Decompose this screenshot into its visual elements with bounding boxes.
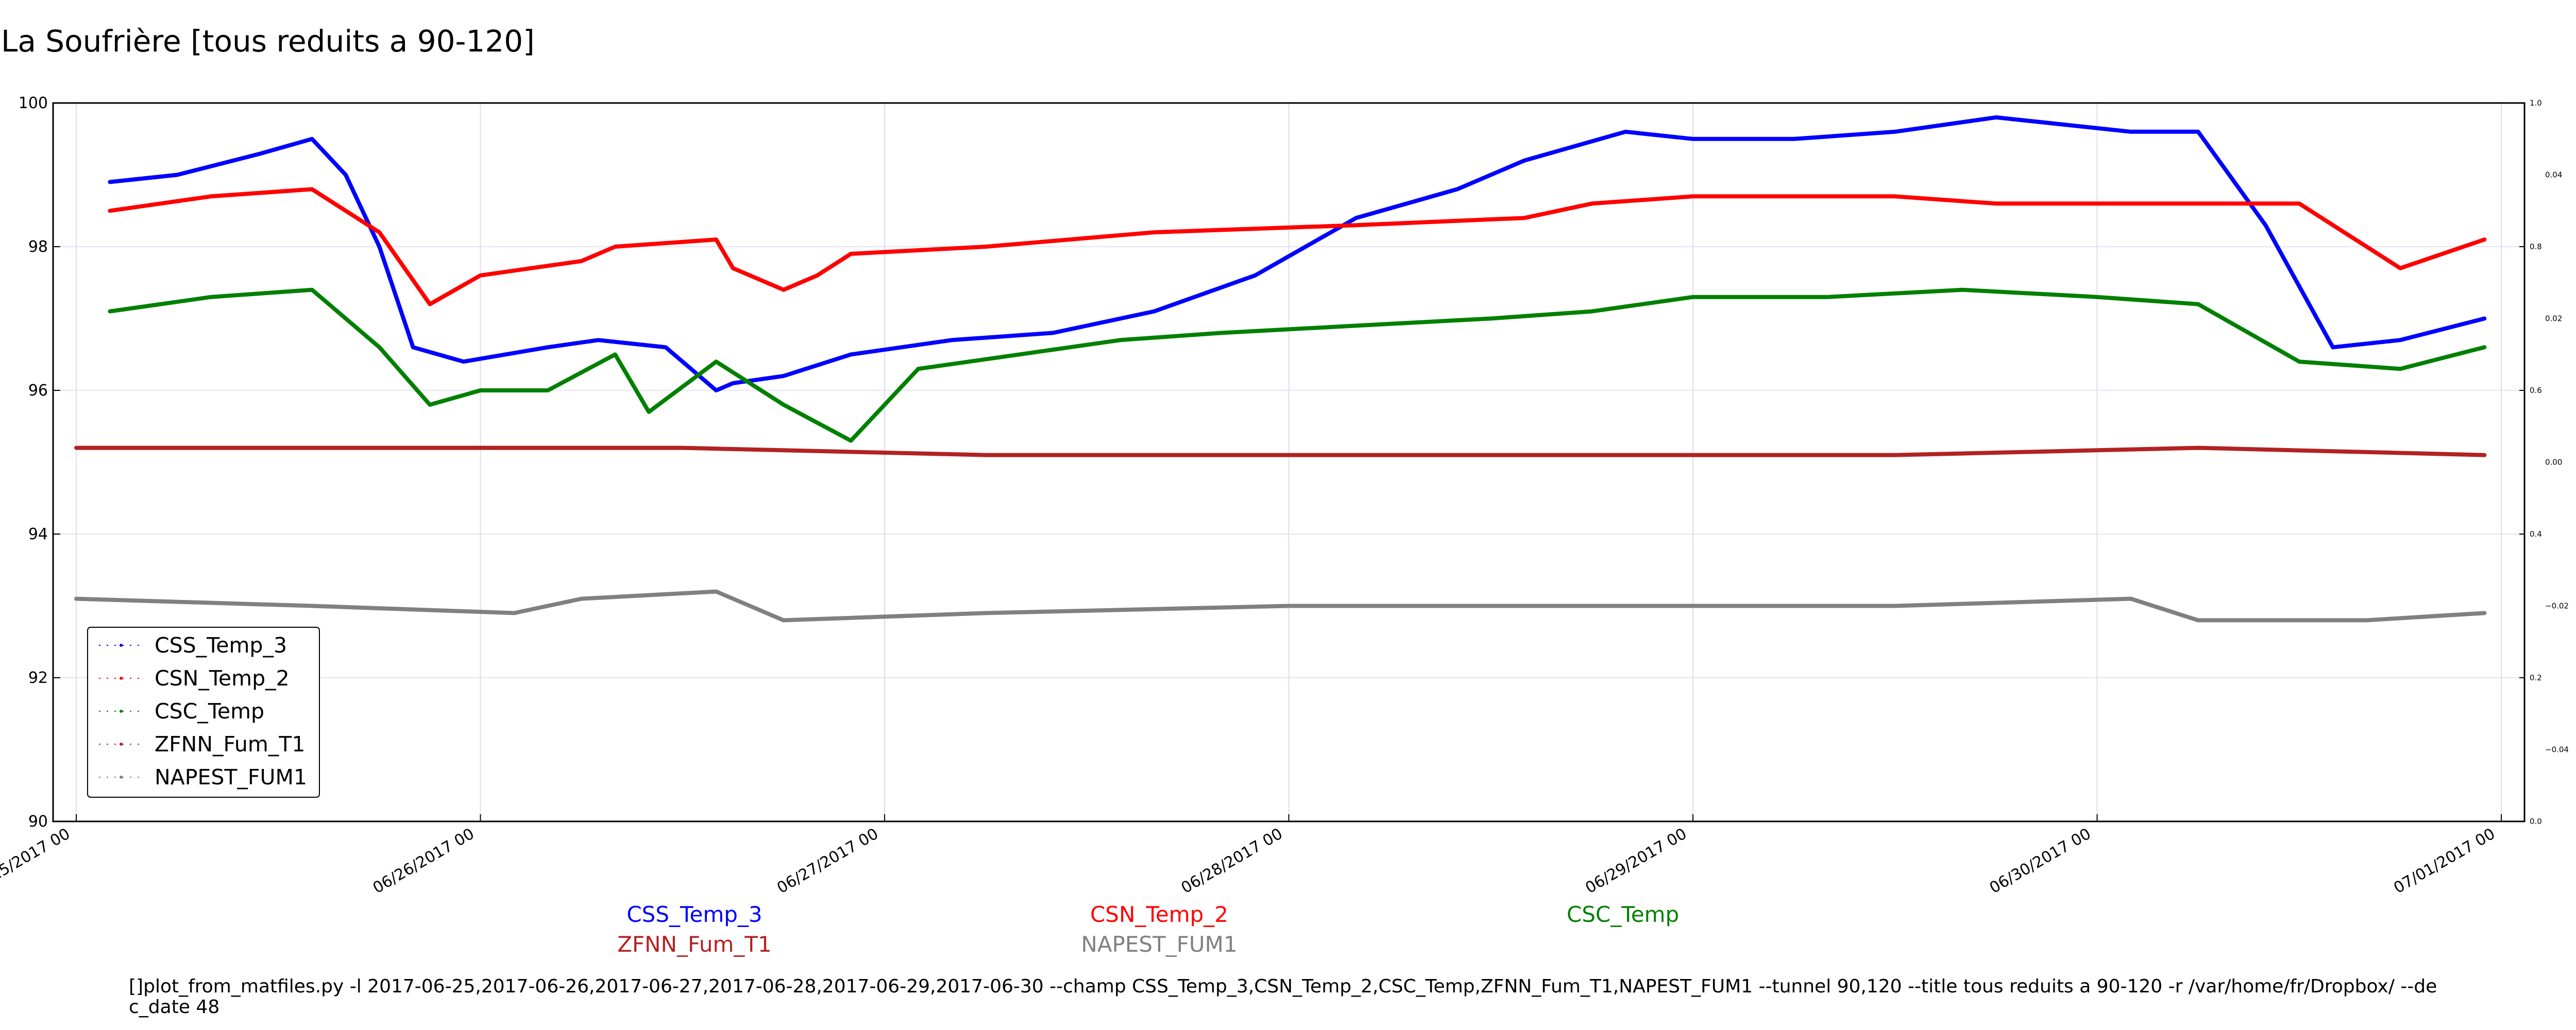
x-tick-label: 06/25/2017 00 bbox=[0, 825, 73, 898]
right-tick-label: 1.0 bbox=[2530, 98, 2542, 108]
right-tick-label: 0.4 bbox=[2530, 529, 2542, 539]
legend-marker bbox=[120, 677, 123, 680]
x-tick-label: 06/26/2017 00 bbox=[370, 825, 478, 898]
legend-marker bbox=[120, 644, 123, 647]
bottom-labels: CSS_Temp_3 CSN_Temp_2 CSC_Temp ZFNN_Fum_T1 N… bbox=[617, 902, 1679, 957]
series-layer bbox=[74, 115, 2487, 623]
right-axis: 0.0 0.2 0.4 0.6 0.8 1.0 −0.04 −0.02 0.00 0.02 0.04 bbox=[2519, 98, 2569, 826]
y-tick-label: 98 bbox=[28, 238, 48, 256]
right-tick-label: 0.8 bbox=[2530, 242, 2542, 251]
bottom-label-csn-temp-2: CSN_Temp_2 bbox=[1090, 902, 1228, 927]
y-tick-label: 96 bbox=[28, 382, 48, 400]
x-tick-label: 06/30/2017 00 bbox=[1987, 825, 2094, 898]
y-tick-label: 92 bbox=[28, 669, 48, 687]
command-line-text: []plot_from_matfiles.py -l 2017-06-25,20… bbox=[129, 976, 2437, 1018]
bottom-label-css-temp-3: CSS_Temp_3 bbox=[626, 902, 762, 927]
right-tick-label-outer: −0.04 bbox=[2545, 745, 2569, 754]
right-tick-label: 0.0 bbox=[2530, 817, 2542, 826]
x-axis: 06/25/2017 00 06/26/2017 00 06/27/2017 00 0… bbox=[0, 814, 2502, 898]
legend-label: CSS_Temp_3 bbox=[155, 633, 287, 658]
bottom-label-csc-temp: CSC_Temp bbox=[1567, 902, 1679, 927]
series-line-napest-fum1 bbox=[74, 589, 2487, 623]
legend-label: CSN_Temp_2 bbox=[155, 666, 290, 691]
series-line-csc-temp bbox=[108, 287, 2487, 443]
grid bbox=[53, 102, 2524, 822]
series-line-csn-temp-2 bbox=[108, 187, 2487, 306]
x-tick-label: 06/28/2017 00 bbox=[1178, 825, 1286, 898]
legend-marker bbox=[120, 710, 123, 713]
legend-marker bbox=[120, 743, 123, 746]
legend-label: NAPEST_FUM1 bbox=[155, 765, 307, 789]
right-tick-label-outer: −0.02 bbox=[2545, 602, 2569, 611]
legend: CSS_Temp_3 CSN_Temp_2 CSC_Temp ZFNN_Fum_T1 N… bbox=[87, 627, 320, 798]
legend-label: ZFNN_Fum_T1 bbox=[155, 732, 305, 757]
x-tick-label: 06/27/2017 00 bbox=[774, 825, 882, 898]
y-tick-label: 94 bbox=[28, 525, 48, 543]
y-tick-label: 100 bbox=[19, 94, 48, 112]
chart-title: La Soufrière [tous reduits a 90-120] bbox=[1, 24, 535, 59]
y-axis: 90 92 94 96 98 100 bbox=[19, 94, 60, 831]
legend-box bbox=[87, 627, 320, 798]
right-tick-label-outer: 0.04 bbox=[2545, 170, 2562, 180]
x-tick-label: 06/29/2017 00 bbox=[1582, 825, 1690, 898]
x-tick-label: 07/01/2017 00 bbox=[2391, 825, 2498, 898]
bottom-label-napest-fum1: NAPEST_FUM1 bbox=[1081, 932, 1237, 957]
legend-marker bbox=[120, 776, 123, 779]
right-tick-label-outer: 0.00 bbox=[2545, 458, 2562, 467]
y-tick-label: 90 bbox=[28, 813, 48, 831]
right-tick-label-outer: 0.02 bbox=[2545, 314, 2562, 323]
series-line-zfnn-fum-t1 bbox=[74, 445, 2487, 457]
series-line-css-temp-3 bbox=[108, 115, 2487, 392]
bottom-label-zfnn-fum-t1: ZFNN_Fum_T1 bbox=[617, 932, 772, 957]
right-tick-label: 0.6 bbox=[2530, 386, 2542, 395]
right-tick-label: 0.2 bbox=[2530, 673, 2542, 682]
legend-label: CSC_Temp bbox=[155, 699, 264, 724]
